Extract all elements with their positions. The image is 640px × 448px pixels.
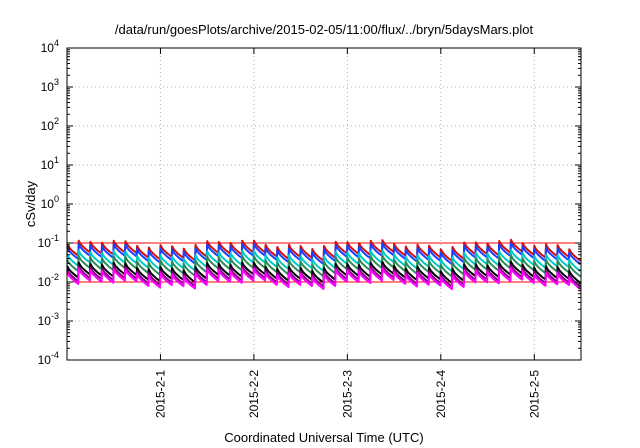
x-tick-label: 2015-2-4 [434,370,448,418]
x-tick-label: 2015-2-2 [247,370,261,418]
y-tick-label: 10-2 [38,272,59,289]
series-lines [66,238,582,291]
chart-title: /data/run/goesPlots/archive/2015-02-05/1… [115,22,534,37]
ticks [67,47,581,361]
series-line [66,266,582,291]
x-tick-labels: 2015-2-1 2015-2-2 2015-2-3 2015-2-4 2015-2-5 [153,370,541,418]
x-axis-label: Coordinated Universal Time (UTC) [224,430,423,445]
y-tick-label: 10-3 [38,311,59,328]
y-axis-label: cSv/day [23,180,38,227]
y-tick-labels: 10-4 10-3 10-2 10-1 100 101 102 103 104 [38,38,59,367]
y-tick-label: 103 [41,77,59,94]
y-tick-label: 101 [41,155,59,172]
y-tick-label: 100 [41,194,59,211]
y-tick-label: 102 [41,116,59,133]
x-tick-label: 2015-2-5 [527,370,541,418]
y-tick-label: 10-1 [38,233,59,250]
y-tick-label: 104 [41,38,59,55]
x-tick-label: 2015-2-1 [153,370,167,418]
x-tick-label: 2015-2-3 [340,370,354,418]
grid [67,48,581,360]
y-tick-label: 10-4 [38,350,59,367]
